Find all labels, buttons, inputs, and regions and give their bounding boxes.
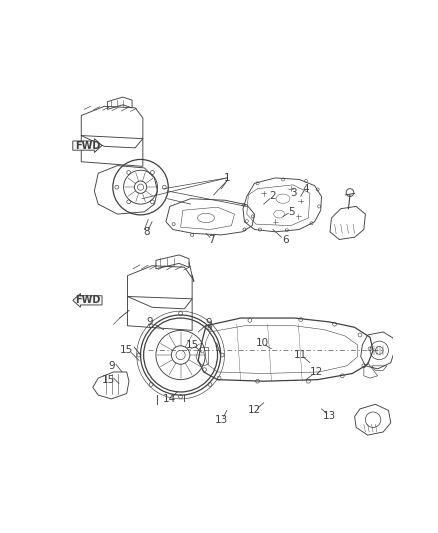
- Text: FWD: FWD: [75, 295, 100, 305]
- Text: 11: 11: [294, 350, 307, 360]
- Text: 9: 9: [205, 318, 212, 328]
- Text: FWD: FWD: [75, 141, 100, 151]
- Text: 9: 9: [146, 317, 153, 327]
- Text: 8: 8: [143, 227, 150, 237]
- Text: 6: 6: [282, 235, 289, 245]
- Text: 12: 12: [310, 367, 323, 377]
- Text: 2: 2: [270, 191, 276, 201]
- Text: 5: 5: [288, 207, 295, 217]
- Text: 1: 1: [223, 173, 230, 183]
- Text: 9: 9: [108, 361, 115, 371]
- Text: 3: 3: [290, 188, 297, 198]
- Text: 13: 13: [215, 415, 228, 425]
- Text: 15: 15: [102, 375, 115, 385]
- Polygon shape: [73, 139, 102, 152]
- Text: 7: 7: [208, 235, 215, 245]
- Text: 15: 15: [186, 340, 200, 350]
- Text: 14: 14: [163, 394, 177, 404]
- Polygon shape: [73, 294, 102, 308]
- Text: 4: 4: [303, 184, 309, 193]
- Text: 10: 10: [256, 338, 269, 348]
- Text: 15: 15: [120, 345, 133, 356]
- Text: 13: 13: [322, 411, 336, 421]
- Text: 12: 12: [248, 406, 261, 415]
